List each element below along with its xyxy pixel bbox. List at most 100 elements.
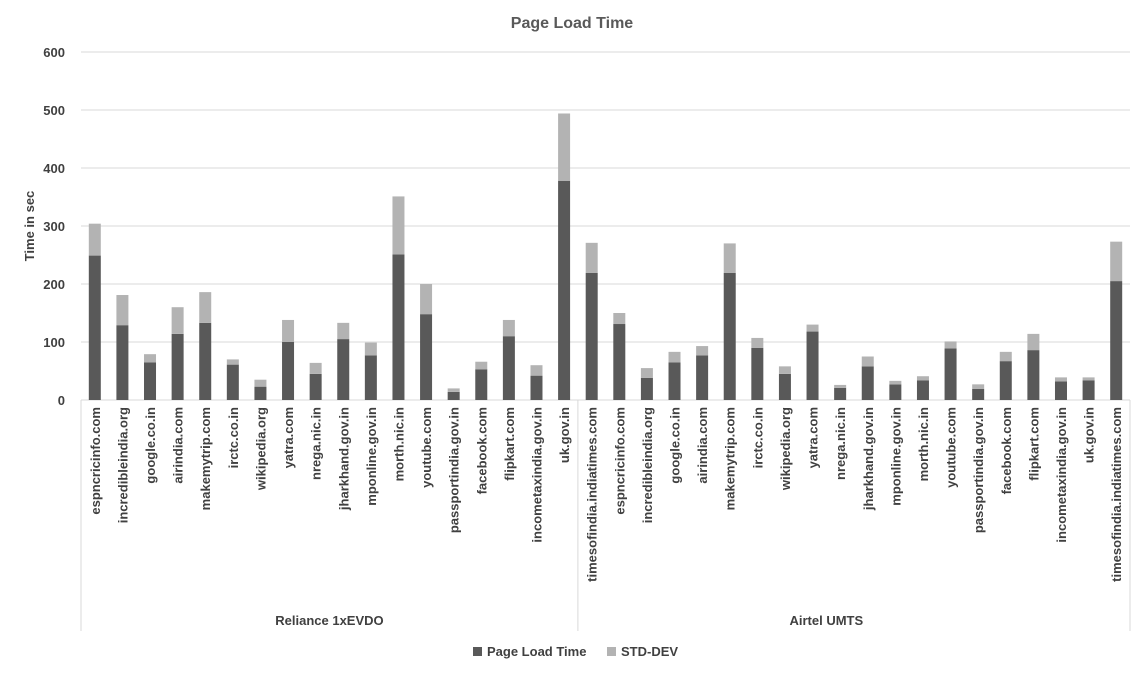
bar-std-dev <box>558 113 571 181</box>
x-tick-label: timesofindia.indiatimes.com <box>585 407 600 582</box>
bar-page-load-time <box>558 180 571 400</box>
bar-std-dev <box>502 319 515 337</box>
y-tick-label: 300 <box>43 219 65 234</box>
x-tick-label: timesofindia.indiatimes.com <box>1109 407 1124 582</box>
x-tick-label: incometaxindia.gov.in <box>1054 407 1069 543</box>
bar-std-dev <box>144 354 157 363</box>
bar-page-load-time <box>806 331 819 400</box>
y-axis-ticks: 0 100 200 300 400 500 600 <box>43 45 65 408</box>
x-tick-label: flipkart.com <box>502 407 517 481</box>
group-axis: Reliance 1xEVDO Airtel UMTS <box>80 400 1131 631</box>
bar-page-load-time <box>337 339 350 400</box>
legend: Page Load Time STD-DEV <box>473 644 678 659</box>
y-tick-label: 400 <box>43 161 65 176</box>
x-tick-label: youtube.com <box>944 407 959 488</box>
bar-std-dev <box>916 376 929 381</box>
bar-std-dev <box>447 388 460 392</box>
bar-page-load-time <box>640 377 653 400</box>
x-tick-label: nrega.nic.in <box>833 407 848 480</box>
bar-page-load-time <box>309 373 322 400</box>
bar-std-dev <box>1054 377 1067 382</box>
bar-std-dev <box>420 284 433 315</box>
x-tick-label: google.co.in <box>143 407 158 484</box>
bar-page-load-time <box>364 355 377 400</box>
x-tick-label: makemytrip.com <box>723 407 738 510</box>
x-tick-label: mponline.gov.in <box>364 407 379 506</box>
bar-page-load-time <box>1027 350 1040 400</box>
legend-swatch <box>473 647 482 656</box>
x-tick-label: airindia.com <box>695 407 710 484</box>
bar-std-dev <box>116 295 129 326</box>
x-tick-label: passportindia.gov.in <box>971 407 986 533</box>
bar-std-dev <box>889 380 902 385</box>
x-tick-label: morth.nic.in <box>916 407 931 481</box>
x-tick-label: makemytrip.com <box>198 407 213 510</box>
bar-page-load-time <box>668 362 681 400</box>
grid-lines <box>81 51 1130 401</box>
bar-std-dev <box>972 384 985 389</box>
bar-std-dev <box>861 356 874 367</box>
bar-std-dev <box>585 242 598 273</box>
x-tick-label: google.co.in <box>668 407 683 484</box>
bar-page-load-time <box>282 342 295 400</box>
group-label: Reliance 1xEVDO <box>275 613 383 628</box>
bar-page-load-time <box>530 375 543 400</box>
bar-std-dev <box>282 319 295 342</box>
x-tick-label: espncricinfo.com <box>612 407 627 515</box>
bar-page-load-time <box>116 325 129 400</box>
bar-std-dev <box>475 361 488 370</box>
bar-std-dev <box>226 359 239 365</box>
x-tick-label: facebook.com <box>474 407 489 494</box>
x-tick-label: jharkhand.gov.in <box>861 407 876 511</box>
bar-page-load-time <box>778 373 791 400</box>
x-tick-label: jharkhand.gov.in <box>336 407 351 511</box>
bar-std-dev <box>613 313 626 325</box>
bar-page-load-time <box>475 369 488 400</box>
bar-page-load-time <box>723 272 736 400</box>
x-tick-label: yatra.com <box>281 407 296 468</box>
bars <box>88 113 1123 400</box>
bar-page-load-time <box>447 391 460 400</box>
y-tick-label: 100 <box>43 335 65 350</box>
bar-page-load-time <box>144 362 157 400</box>
bar-std-dev <box>364 342 377 356</box>
x-tick-label: airindia.com <box>171 407 186 484</box>
x-tick-label: mponline.gov.in <box>888 407 903 506</box>
x-tick-label: uk.gov.in <box>1082 407 1097 463</box>
bar-page-load-time <box>834 387 847 400</box>
x-tick-label: irctc.co.in <box>750 407 765 468</box>
bar-page-load-time <box>199 322 212 400</box>
x-tick-label: incredibleindia.org <box>640 407 655 523</box>
bar-std-dev <box>806 324 819 332</box>
bar-std-dev <box>696 346 709 356</box>
bar-page-load-time <box>171 333 184 400</box>
x-tick-label: morth.nic.in <box>391 407 406 481</box>
bar-page-load-time <box>751 347 764 400</box>
bar-page-load-time <box>1082 380 1095 400</box>
bar-page-load-time <box>420 314 433 400</box>
bar-std-dev <box>944 341 957 349</box>
x-tick-label: uk.gov.in <box>557 407 572 463</box>
x-tick-label: incometaxindia.gov.in <box>529 407 544 543</box>
bar-page-load-time <box>999 361 1012 400</box>
bar-page-load-time <box>392 254 405 400</box>
bar-page-load-time <box>502 336 515 400</box>
legend-swatch <box>607 647 616 656</box>
bar-page-load-time <box>1054 381 1067 400</box>
bar-std-dev <box>88 223 101 256</box>
x-tick-label: nrega.nic.in <box>309 407 324 480</box>
x-tick-label: wikipedia.org <box>778 407 793 491</box>
bar-page-load-time <box>972 388 985 400</box>
bar-page-load-time <box>613 324 626 400</box>
y-tick-label: 500 <box>43 103 65 118</box>
bar-page-load-time <box>585 272 598 400</box>
x-tick-label: incredibleindia.org <box>115 407 130 523</box>
bar-page-load-time <box>944 348 957 400</box>
legend-label: Page Load Time <box>487 644 586 659</box>
y-tick-label: 200 <box>43 277 65 292</box>
bar-std-dev <box>751 337 764 348</box>
bar-std-dev <box>337 322 350 340</box>
bar-page-load-time <box>861 366 874 400</box>
bar-page-load-time <box>1110 281 1123 400</box>
